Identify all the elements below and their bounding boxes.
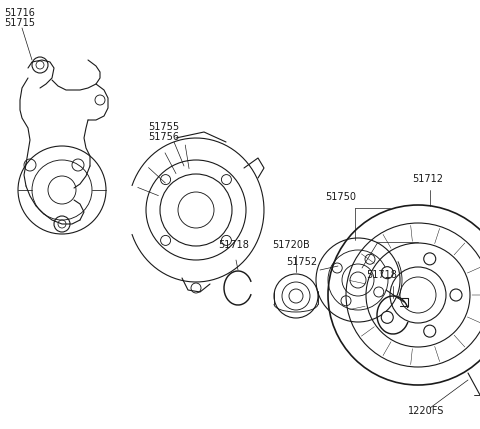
Text: 51718: 51718 xyxy=(218,240,249,250)
Circle shape xyxy=(450,289,462,301)
Text: 51752: 51752 xyxy=(286,257,317,267)
Text: 51716: 51716 xyxy=(4,8,35,18)
Text: 51755: 51755 xyxy=(148,122,179,132)
Text: 51715: 51715 xyxy=(4,18,35,28)
Text: 51756: 51756 xyxy=(148,132,179,142)
Circle shape xyxy=(381,311,393,323)
Text: 51750: 51750 xyxy=(325,192,356,202)
Circle shape xyxy=(424,325,436,337)
Text: 51718: 51718 xyxy=(366,270,397,280)
Text: 1220FS: 1220FS xyxy=(408,406,444,416)
Text: 51712: 51712 xyxy=(412,174,443,184)
Text: 51720B: 51720B xyxy=(272,240,310,250)
Circle shape xyxy=(381,267,393,279)
Circle shape xyxy=(424,253,436,265)
